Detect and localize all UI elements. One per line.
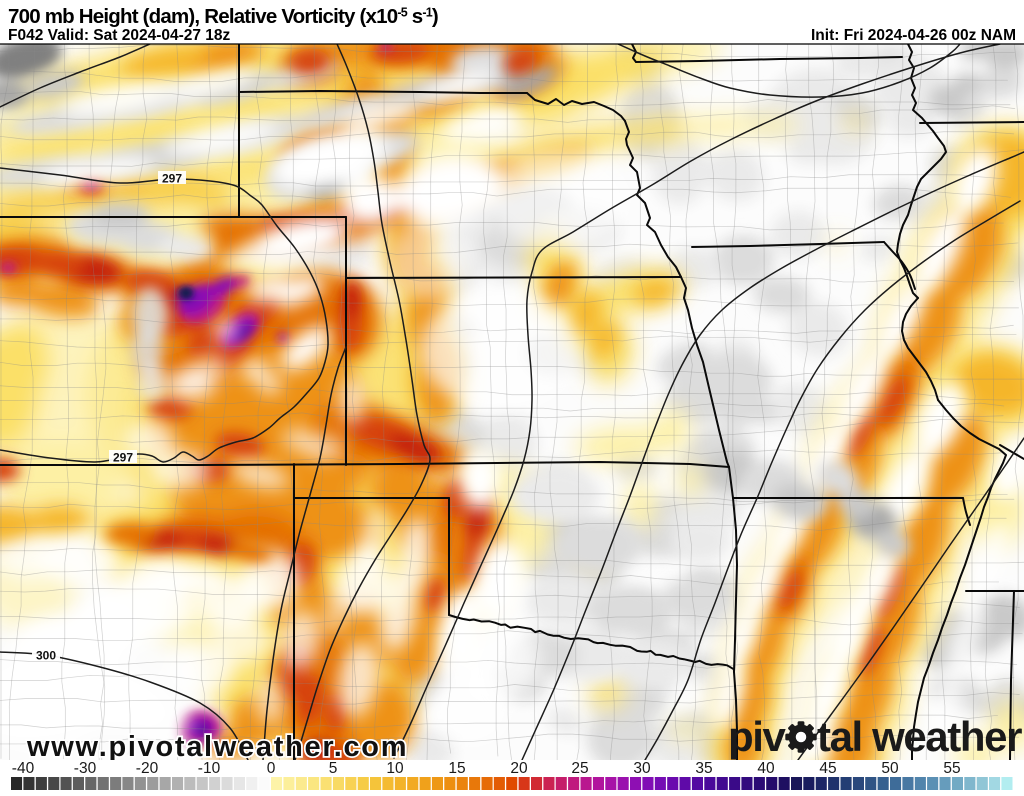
svg-text:50: 50 [881,760,899,777]
svg-text:700 mb Height (dam), Relative: 700 mb Height (dam), Relative Vorticity … [8,5,438,28]
svg-text:30: 30 [633,760,651,777]
svg-text:-30: -30 [74,760,97,777]
svg-text:297: 297 [162,172,182,186]
svg-text:40: 40 [757,760,775,777]
svg-text:piv: piv [728,713,787,760]
svg-text:10: 10 [386,760,404,777]
svg-text:www.pivotalweather.com: www.pivotalweather.com [26,731,408,763]
svg-text:5: 5 [329,760,338,777]
svg-text:35: 35 [695,760,712,777]
svg-text:297: 297 [113,451,133,465]
svg-text:45: 45 [819,760,836,777]
svg-text:0: 0 [267,760,276,777]
svg-text:Init: Fri 2024-04-26 00z NAM: Init: Fri 2024-04-26 00z NAM [811,27,1016,44]
svg-text:F042 Valid: Sat 2024-04-27 18z: F042 Valid: Sat 2024-04-27 18z [8,27,231,44]
svg-text:tal weather: tal weather [817,713,1022,760]
svg-text:25: 25 [571,760,588,777]
svg-text:-20: -20 [136,760,159,777]
svg-text:300: 300 [36,649,56,663]
svg-text:-40: -40 [12,760,35,777]
svg-text:20: 20 [510,760,528,777]
svg-text:-10: -10 [198,760,221,777]
svg-text:15: 15 [448,760,465,777]
svg-text:55: 55 [943,760,960,777]
